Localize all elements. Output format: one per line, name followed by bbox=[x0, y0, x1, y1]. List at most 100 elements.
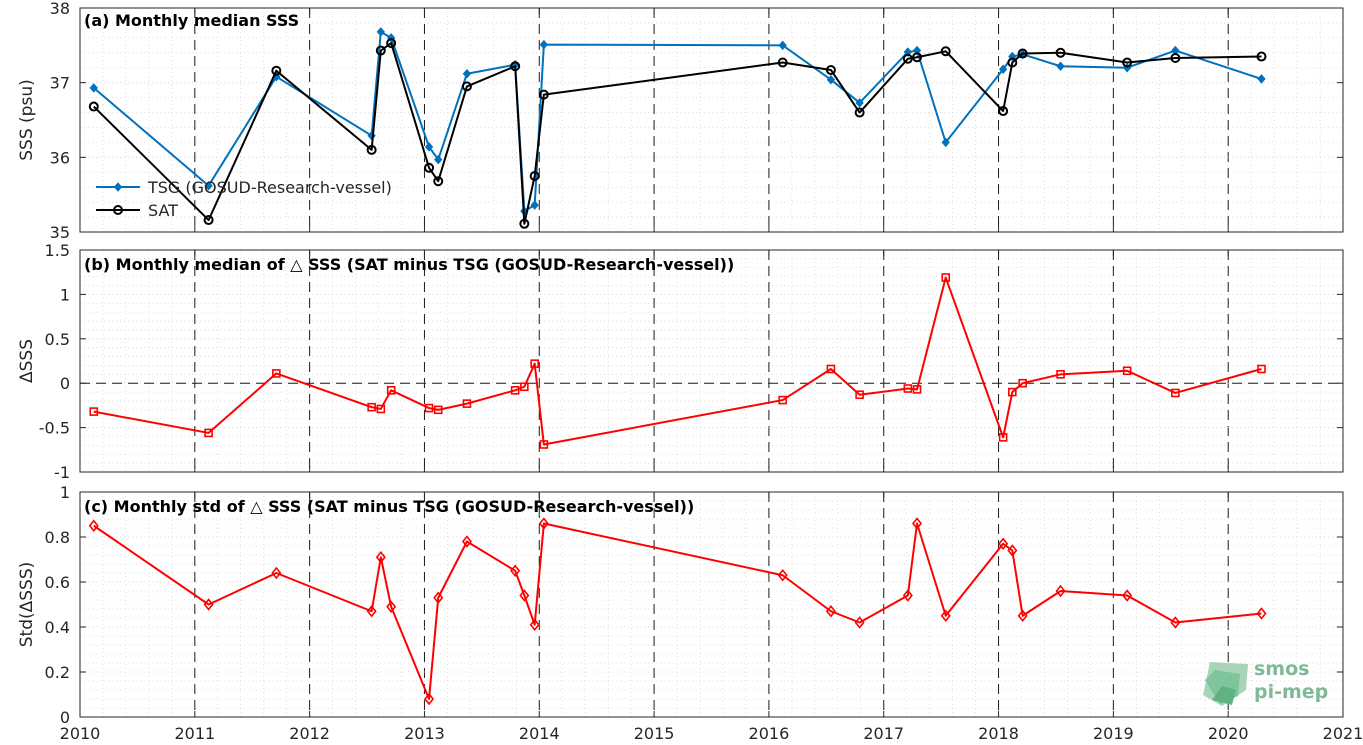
data-point bbox=[941, 137, 950, 148]
data-point bbox=[1257, 74, 1266, 84]
data-point bbox=[539, 39, 549, 50]
data-point bbox=[1170, 616, 1181, 629]
data-point bbox=[271, 65, 282, 76]
data-point bbox=[1122, 366, 1132, 376]
smos-pi-mep-logo: smos pi-mep bbox=[1203, 658, 1328, 706]
axes-box bbox=[79, 491, 1344, 718]
data-point bbox=[519, 218, 530, 229]
data-point bbox=[1171, 388, 1180, 398]
data-point bbox=[510, 564, 521, 578]
data-point bbox=[912, 385, 922, 394]
data-point bbox=[424, 162, 435, 173]
series-line bbox=[93, 42, 1262, 225]
data-point bbox=[433, 405, 443, 415]
y-tick-label: 35 bbox=[50, 223, 70, 242]
x-tick-label: 2014 bbox=[519, 724, 560, 743]
data-point bbox=[204, 428, 213, 438]
y-axis-label: Std(ΔSSS) bbox=[17, 562, 37, 648]
data-point bbox=[1170, 53, 1181, 64]
y-tick-label: 1 bbox=[60, 483, 70, 502]
logo-line1: smos bbox=[1254, 658, 1309, 680]
legend-entry: TSG (GOSUD-Research-vessel) bbox=[147, 178, 392, 197]
data-point bbox=[1257, 364, 1266, 374]
series-1 bbox=[88, 38, 1267, 229]
data-point bbox=[912, 52, 923, 63]
data-point bbox=[1007, 544, 1018, 557]
data-point bbox=[461, 535, 472, 548]
data-point bbox=[1056, 370, 1065, 379]
x-tick-label: 2016 bbox=[749, 724, 790, 743]
data-point bbox=[539, 440, 549, 449]
x-tick-label: 2015 bbox=[634, 724, 675, 743]
legend: TSG (GOSUD-Research-vessel) SAT bbox=[96, 178, 392, 220]
data-point bbox=[88, 519, 99, 533]
data-point bbox=[998, 433, 1008, 442]
data-point bbox=[203, 598, 214, 611]
data-point bbox=[854, 616, 865, 629]
data-point bbox=[462, 399, 472, 408]
y-axis-label: ΔSSS bbox=[17, 339, 37, 383]
data-point bbox=[203, 215, 214, 226]
data-point bbox=[825, 604, 836, 618]
y-tick-label: 1 bbox=[60, 285, 70, 304]
x-tick-label: 2020 bbox=[1208, 724, 1249, 743]
data-point bbox=[1017, 609, 1028, 623]
data-point bbox=[902, 53, 913, 64]
data-point bbox=[1055, 47, 1066, 58]
data-point bbox=[998, 537, 1009, 551]
data-point bbox=[1055, 584, 1066, 598]
legend-marker bbox=[113, 182, 123, 192]
data-point bbox=[855, 98, 864, 108]
x-tick-label: 2017 bbox=[863, 724, 904, 743]
plot-area bbox=[80, 8, 1343, 232]
legend-marker bbox=[113, 205, 123, 215]
panel-b-delta-sss: -1 -0.5 0 0.5 1 1.5 ΔSSS (b) Monthly median of … bbox=[17, 241, 1344, 482]
y-tick-label: 0 bbox=[60, 374, 70, 393]
data-point bbox=[366, 144, 377, 155]
data-point bbox=[826, 74, 836, 85]
data-point bbox=[366, 604, 377, 618]
y-tick-label: 0.5 bbox=[45, 330, 70, 349]
data-point bbox=[530, 200, 539, 210]
y-tick-label: -1 bbox=[54, 463, 70, 482]
data-point bbox=[204, 180, 213, 191]
panel-title: (c) Monthly std of △ SSS (SAT minus TSG … bbox=[84, 497, 694, 516]
data-point bbox=[424, 403, 434, 413]
axes-box bbox=[79, 7, 1344, 233]
data-point bbox=[1122, 589, 1133, 602]
data-point bbox=[902, 589, 913, 602]
x-tick-label: 2021 bbox=[1323, 724, 1363, 743]
data-point bbox=[520, 382, 529, 392]
plot-area bbox=[80, 250, 1343, 472]
data-point bbox=[510, 61, 521, 72]
panel-c-std-delta-sss: 0 0.2 0.4 0.6 0.8 1 2010 2011 2012 2013 2014 2015 20… bbox=[17, 483, 1363, 743]
data-point bbox=[912, 45, 922, 56]
data-point bbox=[778, 395, 787, 405]
data-point bbox=[825, 64, 836, 75]
data-point bbox=[1122, 57, 1133, 68]
logo-line2: pi-mep bbox=[1254, 681, 1328, 703]
data-point bbox=[376, 27, 385, 37]
data-point bbox=[940, 46, 951, 57]
data-point bbox=[367, 402, 376, 412]
data-point bbox=[903, 384, 913, 393]
x-tick-label: 2019 bbox=[1093, 724, 1134, 743]
data-point bbox=[1007, 57, 1018, 68]
x-tick-label: 2018 bbox=[978, 724, 1019, 743]
legend-entry: SAT bbox=[148, 201, 178, 220]
data-point bbox=[538, 89, 549, 100]
y-tick-label: 0.6 bbox=[45, 573, 70, 592]
y-tick-label: 0 bbox=[60, 708, 70, 727]
data-point bbox=[89, 83, 98, 93]
data-point bbox=[386, 38, 397, 49]
data-point bbox=[519, 589, 530, 602]
data-point bbox=[826, 364, 836, 374]
data-point bbox=[778, 40, 787, 51]
data-point bbox=[424, 692, 435, 706]
data-point bbox=[433, 591, 444, 605]
x-tick-label: 2011 bbox=[174, 724, 215, 743]
data-point bbox=[461, 81, 472, 92]
data-point bbox=[855, 390, 864, 400]
data-point bbox=[272, 369, 281, 378]
x-tick-label: 2012 bbox=[289, 724, 330, 743]
